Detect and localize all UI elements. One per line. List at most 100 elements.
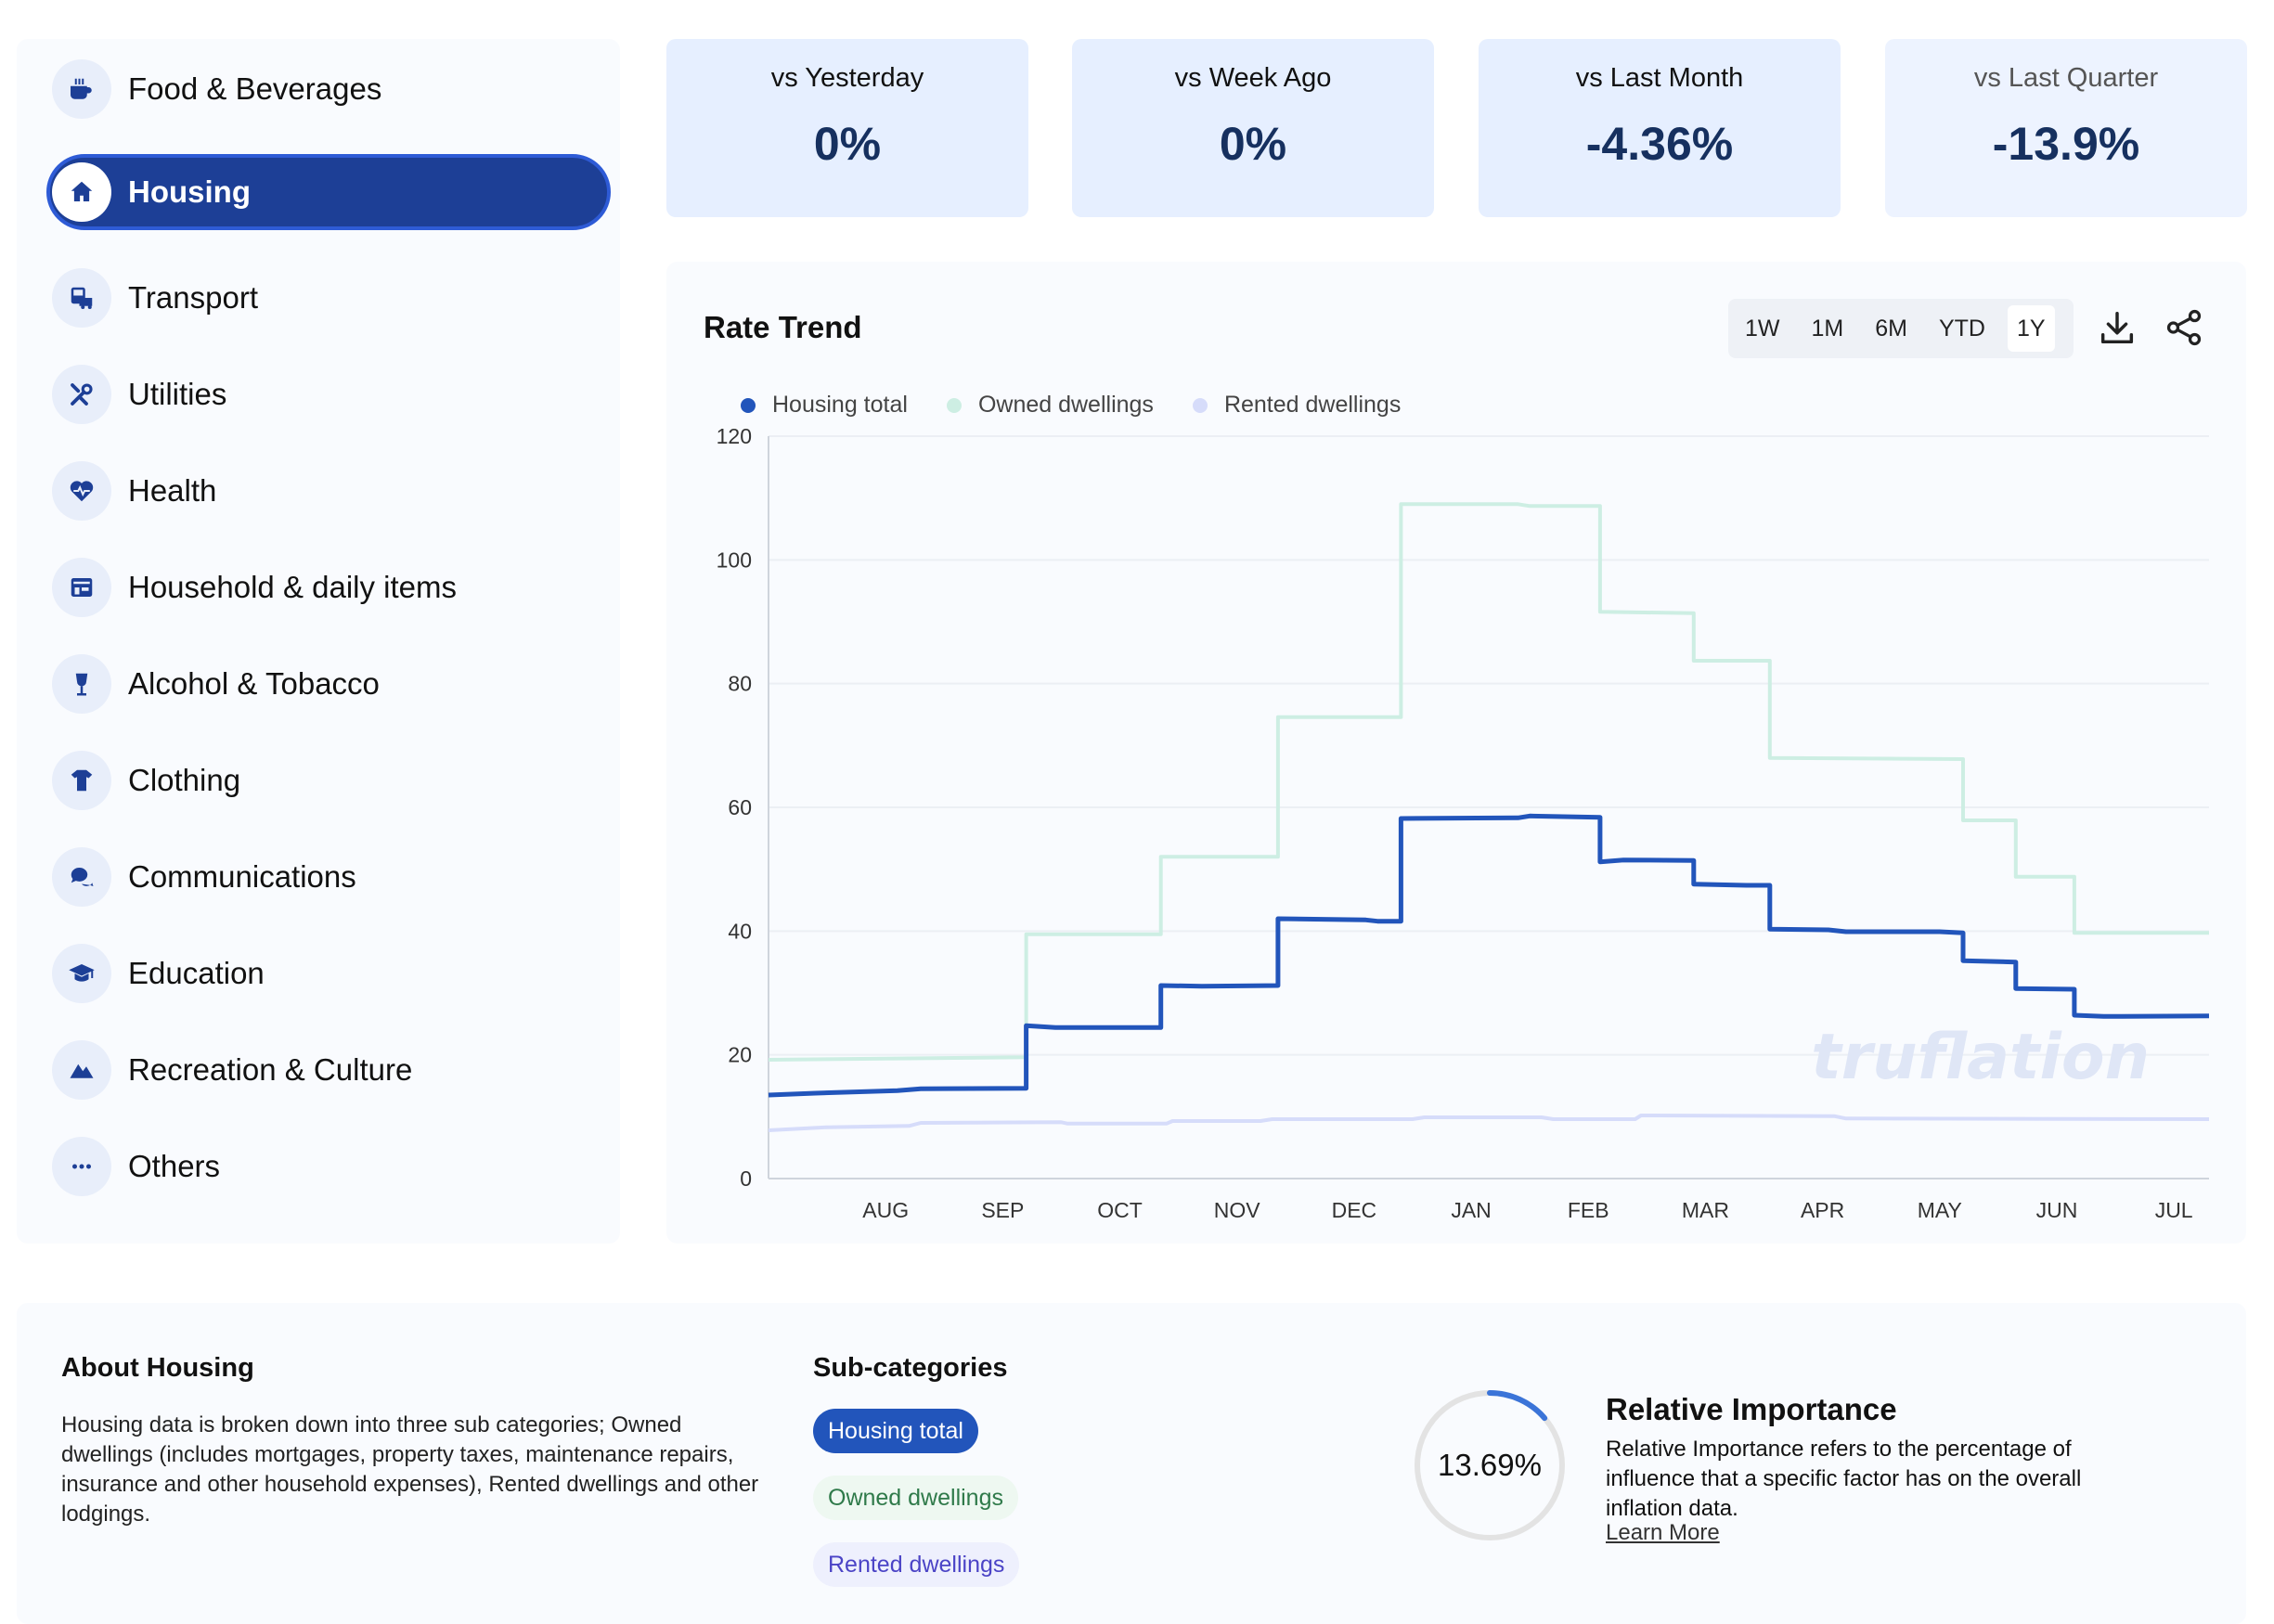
category-sidebar: Food & Beverages Housing Transport Utili… [17,39,620,1244]
sidebar-item-label: Health [128,473,217,508]
sidebar-item-label: Household & daily items [128,570,458,604]
y-tick-label: 120 [717,424,752,448]
legend-dot [946,397,962,413]
learn-more-link[interactable]: Learn More [1606,1520,1720,1545]
x-tick-label: FEB [1568,1198,1609,1222]
subcategories-title: Sub-categories [813,1353,1008,1383]
range-button-1w[interactable]: 1W [1745,315,1780,342]
stat-card-vs-yesterday: vs Yesterday 0% [666,39,1028,217]
sidebar-item-household[interactable]: Household & daily items [46,549,611,625]
sidebar-item-transport[interactable]: Transport [46,260,611,336]
sidebar-item-utilities[interactable]: Utilities [46,356,611,432]
rate-trend-chart: 0 20 40 60 80 100 120 AUG SEP OCT NOV DEC JAN FEB MAR A… [717,424,2210,1222]
mountains-icon [52,1040,111,1100]
stat-value: -13.9% [1992,118,2140,170]
chart-title: Rate Trend [704,310,862,344]
legend-item-rented-dwellings[interactable]: Rented dwellings [1192,392,1402,419]
legend-label: Rented dwellings [1223,392,1402,418]
x-tick-label: SEP [981,1198,1024,1222]
x-tick-label: MAY [1918,1198,1962,1222]
sidebar-item-label: Utilities [128,377,227,411]
stat-card-vs-week-ago: vs Week Ago 0% [1072,39,1434,217]
tshirt-icon [52,751,111,810]
stat-card-vs-last-quarter: vs Last Quarter -13.9% [1885,39,2247,217]
y-tick-label: 80 [728,672,752,696]
stat-label: vs Yesterday [770,63,924,93]
range-button-ytd[interactable]: YTD [1938,315,1985,342]
stat-value: -4.36% [1585,118,1734,170]
range-button-1m[interactable]: 1M [1811,315,1844,342]
relative-importance-title: Relative Importance [1606,1392,1897,1426]
y-tick-label: 20 [728,1043,752,1067]
x-tick-label: NOV [1214,1198,1261,1222]
legend-label: Housing total [772,392,908,418]
sidebar-item-food-beverages[interactable]: Food & Beverages [46,51,611,127]
stat-label: vs Last Month [1575,63,1744,93]
x-tick-label: AUG [862,1198,909,1222]
sidebar-item-health[interactable]: Health [46,453,611,529]
about-text: Housing data is broken down into three s… [61,1412,759,1527]
relative-importance-text: Relative Importance refers to the percen… [1606,1437,2082,1521]
x-tick-label: JUN [2036,1198,2078,1222]
legend-dot [1192,397,1208,413]
ellipsis-icon [52,1137,111,1196]
legend-item-housing-total[interactable]: Housing total [741,392,908,419]
sidebar-item-label: Clothing [128,763,241,797]
sidebar-item-label: Transport [128,280,258,315]
sidebar-item-housing[interactable]: Housing [46,154,611,230]
subcategory-pill-owned-dwellings[interactable]: Owned dwellings [813,1476,1018,1520]
series-line-housing-total [768,813,2210,1098]
transport-icon [52,268,111,328]
sidebar-item-recreation-culture[interactable]: Recreation & Culture [46,1032,611,1108]
storefront-icon [52,558,111,617]
time-range-selector: 1W 1M 6M YTD 1Y [1728,299,2074,358]
stat-value: 0% [1219,118,1287,170]
tools-icon [52,365,111,424]
range-button-1y[interactable]: 1Y [2007,305,2055,352]
y-tick-label: 60 [728,795,752,819]
stat-label: vs Week Ago [1174,63,1332,93]
chat-bubbles-icon [52,847,111,907]
sidebar-item-others[interactable]: Others [46,1128,611,1205]
house-icon [52,162,111,222]
wine-glass-icon [52,654,111,714]
stat-label: vs Last Quarter [1973,63,2159,93]
chart-legend: Housing total Owned dwellings Rented dwe… [741,392,1440,419]
x-tick-label: OCT [1097,1198,1143,1222]
relative-importance-ring [1415,1390,1565,1540]
food-beverages-icon [52,59,111,119]
stat-card-vs-last-month: vs Last Month -4.36% [1479,39,1841,217]
sidebar-item-label: Communications [128,859,356,894]
sidebar-item-label: Alcohol & Tobacco [128,666,380,701]
share-icon[interactable] [2163,306,2205,349]
sidebar-item-label: Recreation & Culture [128,1052,413,1087]
rate-trend-panel: 0 20 40 60 80 100 120 AUG SEP OCT NOV DEC JAN FEB MAR A… [666,262,2246,1244]
y-tick-label: 40 [728,919,752,943]
ring-fill [1415,1390,1565,1540]
sidebar-item-alcohol-tobacco[interactable]: Alcohol & Tobacco [46,646,611,722]
legend-item-owned-dwellings[interactable]: Owned dwellings [946,392,1154,419]
series-line-rented-dwellings [768,1114,2210,1132]
series-line-owned-dwellings [768,502,2209,1062]
category-details-panel: About Housing Housing data is broken dow… [17,1303,2246,1624]
download-icon[interactable] [2096,306,2138,349]
stat-value: 0% [813,118,882,170]
about-title: About Housing [61,1353,254,1383]
x-tick-label: JAN [1451,1198,1491,1222]
subcategory-pill-housing-total[interactable]: Housing total [813,1409,978,1453]
sidebar-item-label: Education [128,956,265,990]
sidebar-item-communications[interactable]: Communications [46,839,611,915]
subcategory-pill-rented-dwellings[interactable]: Rented dwellings [813,1542,1020,1587]
x-tick-label: JUL [2155,1198,2193,1222]
y-tick-label: 0 [740,1166,752,1191]
x-tick-label: APR [1801,1198,1844,1222]
sidebar-item-education[interactable]: Education [46,935,611,1012]
sidebar-item-clothing[interactable]: Clothing [46,742,611,818]
x-tick-label: DEC [1332,1198,1377,1222]
legend-dot [741,397,756,413]
range-button-6m[interactable]: 6M [1875,315,1907,342]
sidebar-item-label: Food & Beverages [128,71,382,106]
legend-label: Owned dwellings [977,392,1154,418]
x-tick-label: MAR [1682,1198,1729,1222]
sidebar-item-label: Housing [128,174,251,209]
